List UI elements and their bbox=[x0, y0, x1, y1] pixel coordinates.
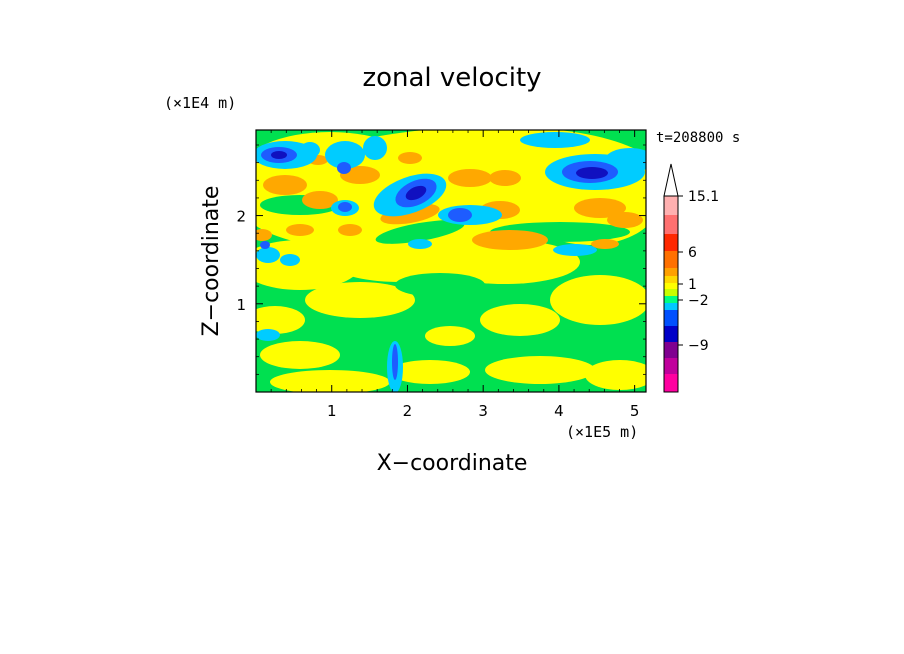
contour-region bbox=[330, 242, 470, 282]
colorbar-extend-arrow bbox=[663, 163, 679, 197]
contour-region bbox=[550, 275, 646, 325]
contour-region bbox=[256, 247, 280, 263]
contour-region bbox=[263, 175, 307, 195]
contour-region bbox=[338, 202, 352, 212]
y-axis-label: Z−coordinate bbox=[199, 186, 224, 337]
contour-region bbox=[448, 169, 492, 187]
colorbar-segment bbox=[664, 296, 678, 303]
x-tick-label: 1 bbox=[327, 402, 337, 420]
contour-region bbox=[553, 244, 597, 256]
contour-region bbox=[405, 185, 427, 201]
contour-region bbox=[300, 142, 320, 158]
contour-region bbox=[256, 329, 280, 341]
x-tick-label: 3 bbox=[478, 402, 488, 420]
contour-region bbox=[520, 132, 590, 148]
contour-region bbox=[305, 282, 415, 318]
colorbar-segment bbox=[664, 326, 678, 342]
x-tick-label: 5 bbox=[630, 402, 640, 420]
colorbar-segment bbox=[664, 215, 678, 234]
colorbar-segment bbox=[664, 303, 678, 310]
colorbar-segment bbox=[664, 276, 678, 283]
colorbar-segment bbox=[664, 251, 678, 268]
x-scale-label: (×1E5 m) bbox=[566, 423, 638, 441]
contour-region bbox=[585, 360, 646, 390]
chart-title: zonal velocity bbox=[362, 63, 541, 93]
contour-region bbox=[271, 151, 287, 159]
contour-region bbox=[338, 224, 362, 236]
y-scale-label: (×1E4 m) bbox=[164, 94, 236, 112]
colorbar-label: 6 bbox=[688, 245, 697, 261]
contour-region bbox=[398, 152, 422, 164]
contour-region bbox=[325, 141, 365, 169]
contour-region bbox=[260, 241, 270, 249]
contour-region bbox=[395, 273, 485, 297]
contour-region bbox=[607, 212, 643, 228]
y-tick-label: 1 bbox=[236, 296, 246, 314]
y-tick-label: 2 bbox=[236, 208, 246, 226]
contour-region bbox=[576, 167, 608, 179]
colorbar-segment bbox=[664, 283, 678, 289]
contour-region bbox=[448, 208, 472, 222]
contour-region bbox=[270, 370, 390, 392]
colorbar-frame bbox=[663, 195, 679, 393]
colorbar-segment bbox=[664, 342, 678, 358]
contour-region bbox=[260, 341, 340, 369]
colorbar-label: −9 bbox=[688, 338, 709, 354]
contour-region bbox=[408, 239, 432, 249]
contour-region bbox=[591, 239, 619, 249]
contour-region bbox=[256, 240, 360, 290]
contour-region bbox=[337, 162, 351, 174]
colorbar-segment bbox=[664, 289, 678, 296]
colorbar-segment bbox=[664, 310, 678, 326]
colorbar-segment bbox=[664, 196, 678, 215]
x-tick-label: 2 bbox=[403, 402, 413, 420]
contour-region bbox=[256, 229, 272, 241]
contour-region bbox=[430, 240, 580, 284]
plot-frame bbox=[255, 129, 647, 393]
time-label: t=208800 s bbox=[656, 130, 740, 146]
colorbar-label: 15.1 bbox=[688, 189, 719, 205]
contour-region bbox=[485, 356, 595, 384]
x-tick-label: 4 bbox=[554, 402, 564, 420]
contour-region bbox=[302, 191, 338, 209]
contour-region bbox=[363, 136, 387, 160]
colorbar-segment bbox=[664, 234, 678, 251]
contour-region bbox=[280, 254, 300, 266]
colorbar-segment bbox=[664, 374, 678, 392]
contour-region bbox=[489, 170, 521, 186]
contour-region bbox=[425, 326, 475, 346]
colorbar-segment bbox=[664, 268, 678, 276]
colorbar-label: 1 bbox=[688, 277, 697, 293]
colorbar-label: −2 bbox=[688, 293, 709, 309]
x-axis-label: X−coordinate bbox=[377, 451, 528, 476]
contour-region bbox=[390, 360, 470, 384]
contour-field bbox=[256, 130, 646, 392]
colorbar: 15.1 6 1−2 −9 bbox=[663, 163, 719, 393]
colorbar-segment bbox=[664, 358, 678, 374]
x-axis: 1 2 3 4 5 bbox=[270, 130, 640, 420]
contour-region bbox=[605, 148, 646, 172]
contour-region bbox=[392, 344, 398, 380]
contour-region bbox=[472, 230, 548, 250]
y-axis: 12 bbox=[236, 144, 646, 375]
contour-region bbox=[256, 306, 305, 334]
contour-region bbox=[480, 304, 560, 336]
contour-region bbox=[286, 224, 314, 236]
contour-region bbox=[574, 198, 626, 218]
contour-region bbox=[375, 220, 465, 244]
